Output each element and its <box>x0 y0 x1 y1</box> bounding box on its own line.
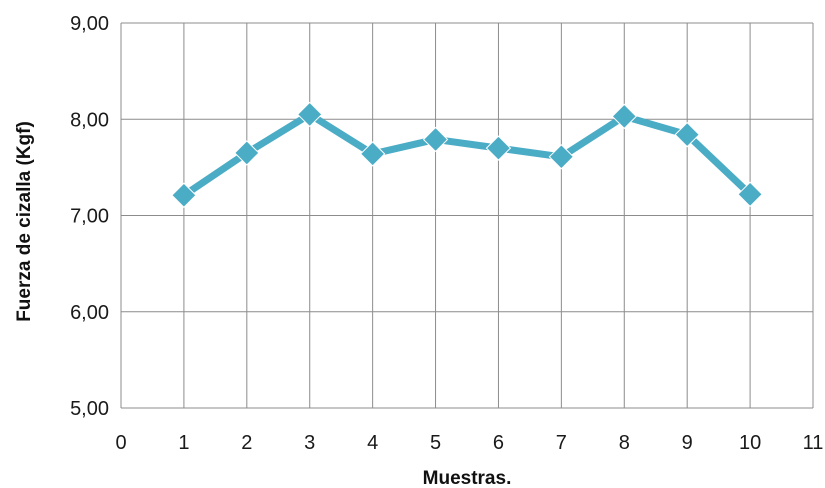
data-point-marker <box>359 141 386 167</box>
y-tick-label: 5,00 <box>70 398 109 420</box>
x-tick-label: 0 <box>115 432 126 454</box>
series-line <box>180 110 754 199</box>
x-tick-label: 10 <box>739 432 761 454</box>
y-tick-label: 7,00 <box>70 206 109 228</box>
y-tick-label: 9,00 <box>70 13 109 35</box>
x-tick-label: 9 <box>682 432 693 454</box>
y-axis-title: Fuerza de cizalla (Kgf) <box>14 121 35 322</box>
data-point-marker <box>548 144 575 170</box>
x-tick-label: 1 <box>178 432 189 454</box>
data-point-marker <box>297 101 323 128</box>
y-tick-label: 6,00 <box>70 302 109 324</box>
y-axis-ticks: 5,00 6,00 7,00 8,00 9,00 <box>70 13 109 420</box>
data-point-marker <box>485 135 512 161</box>
data-point-marker <box>171 182 197 208</box>
x-axis-ticks: 0 1 2 3 4 5 6 7 8 9 10 11 <box>115 432 823 454</box>
data-point-marker <box>234 140 260 166</box>
x-axis-title: Muestras. <box>423 468 512 488</box>
x-tick-label: 6 <box>493 432 504 454</box>
x-tick-label: 11 <box>803 432 824 454</box>
x-tick-label: 2 <box>241 432 252 454</box>
y-tick-label: 8,00 <box>70 109 109 131</box>
data-point-marker <box>422 126 449 153</box>
x-tick-label: 5 <box>430 432 441 454</box>
series-layer <box>171 101 763 208</box>
x-tick-label: 3 <box>304 432 315 454</box>
x-tick-label: 7 <box>556 432 567 454</box>
x-tick-label: 8 <box>619 432 630 454</box>
data-point-marker <box>674 121 700 148</box>
x-tick-label: 4 <box>367 432 378 454</box>
gridlines <box>120 22 814 409</box>
data-point-marker <box>611 103 637 130</box>
data-point-marker <box>737 181 763 208</box>
